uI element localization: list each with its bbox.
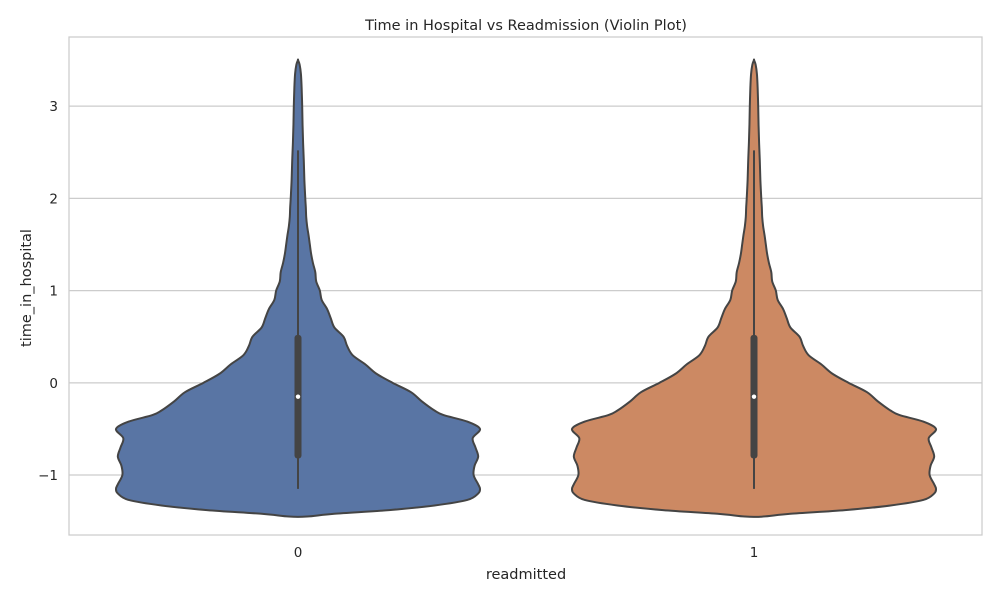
y-tick-label: 3 — [49, 99, 58, 115]
y-tick-label: 1 — [49, 284, 58, 300]
x-tick-label: 1 — [750, 545, 759, 561]
violins — [114, 58, 938, 518]
violin-median-0 — [295, 394, 301, 399]
y-tick-label: 0 — [49, 376, 58, 392]
x-tick-label: 0 — [294, 545, 303, 561]
chart-title: Time in Hospital vs Readmission (Violin … — [364, 18, 687, 34]
y-axis-label: time_in_hospital — [19, 229, 35, 347]
y-axis-ticks: −1 0 1 2 3 — [38, 99, 58, 484]
y-tick-label: 2 — [49, 191, 58, 207]
plot-frame — [68, 36, 983, 536]
violin-median-1 — [751, 394, 757, 399]
y-tick-label: −1 — [38, 468, 58, 484]
x-axis-label: readmitted — [486, 567, 566, 583]
